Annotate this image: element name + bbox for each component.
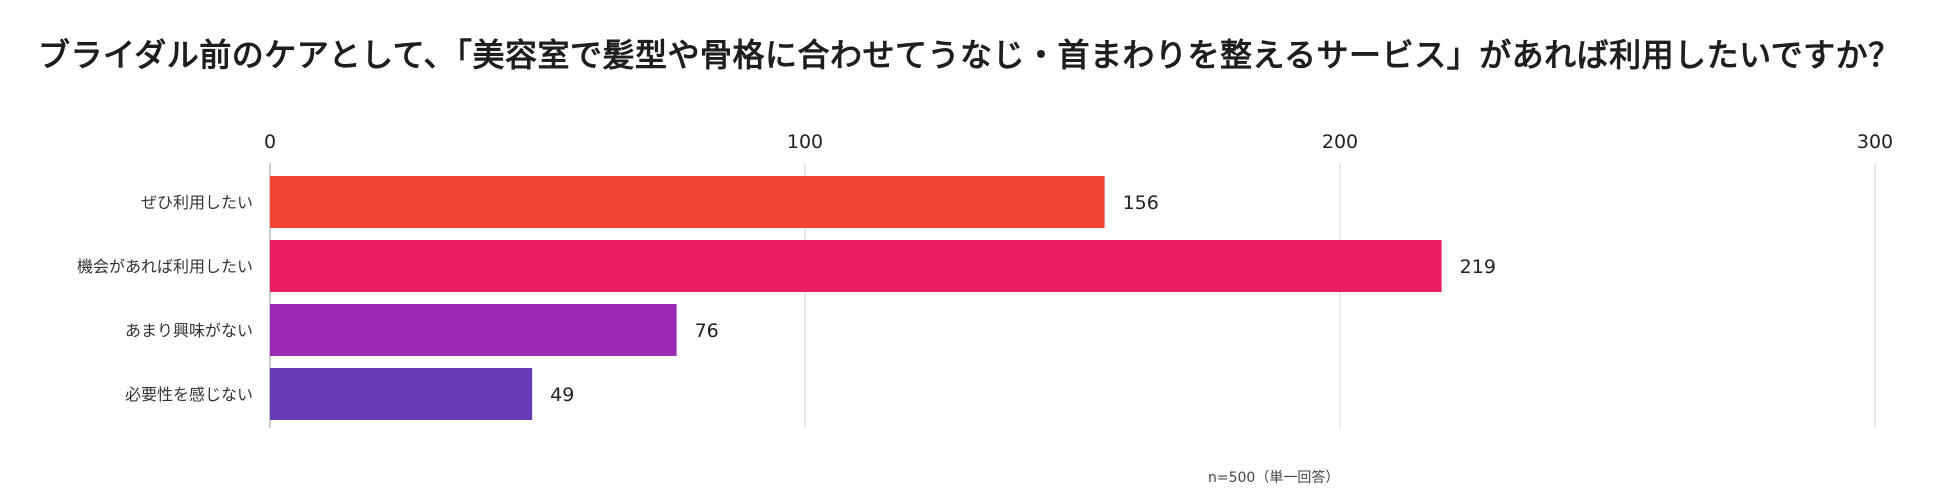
x-tick-label: 0 [264, 131, 276, 153]
value-label: 156 [1123, 192, 1159, 214]
value-label: 219 [1460, 256, 1496, 278]
value-labels: 156 219 76 49 [550, 192, 1496, 406]
x-tick-label: 100 [787, 131, 823, 153]
bars [270, 176, 1442, 420]
value-label: 49 [550, 384, 574, 406]
bar [270, 176, 1105, 228]
category-label: 機会があれば利用したい [77, 257, 253, 276]
value-label: 76 [695, 320, 719, 342]
category-label: あまり興味がない [125, 321, 253, 340]
x-tick-label: 300 [1857, 131, 1893, 153]
x-axis-ticks: 0 100 200 300 [264, 131, 1893, 153]
sample-note: n=500（単一回答） [1208, 470, 1340, 486]
x-tick-label: 200 [1322, 131, 1358, 153]
category-label: ぜひ利用したい [141, 193, 253, 212]
bar [270, 240, 1442, 292]
bar [270, 368, 533, 420]
category-label: 必要性を感じない [125, 385, 253, 404]
chart-title: ブライダル前のケアとして、「美容室で髪型や骨格に合わせてうなじ・首まわりを整える… [38, 36, 1901, 74]
bar [270, 304, 677, 356]
